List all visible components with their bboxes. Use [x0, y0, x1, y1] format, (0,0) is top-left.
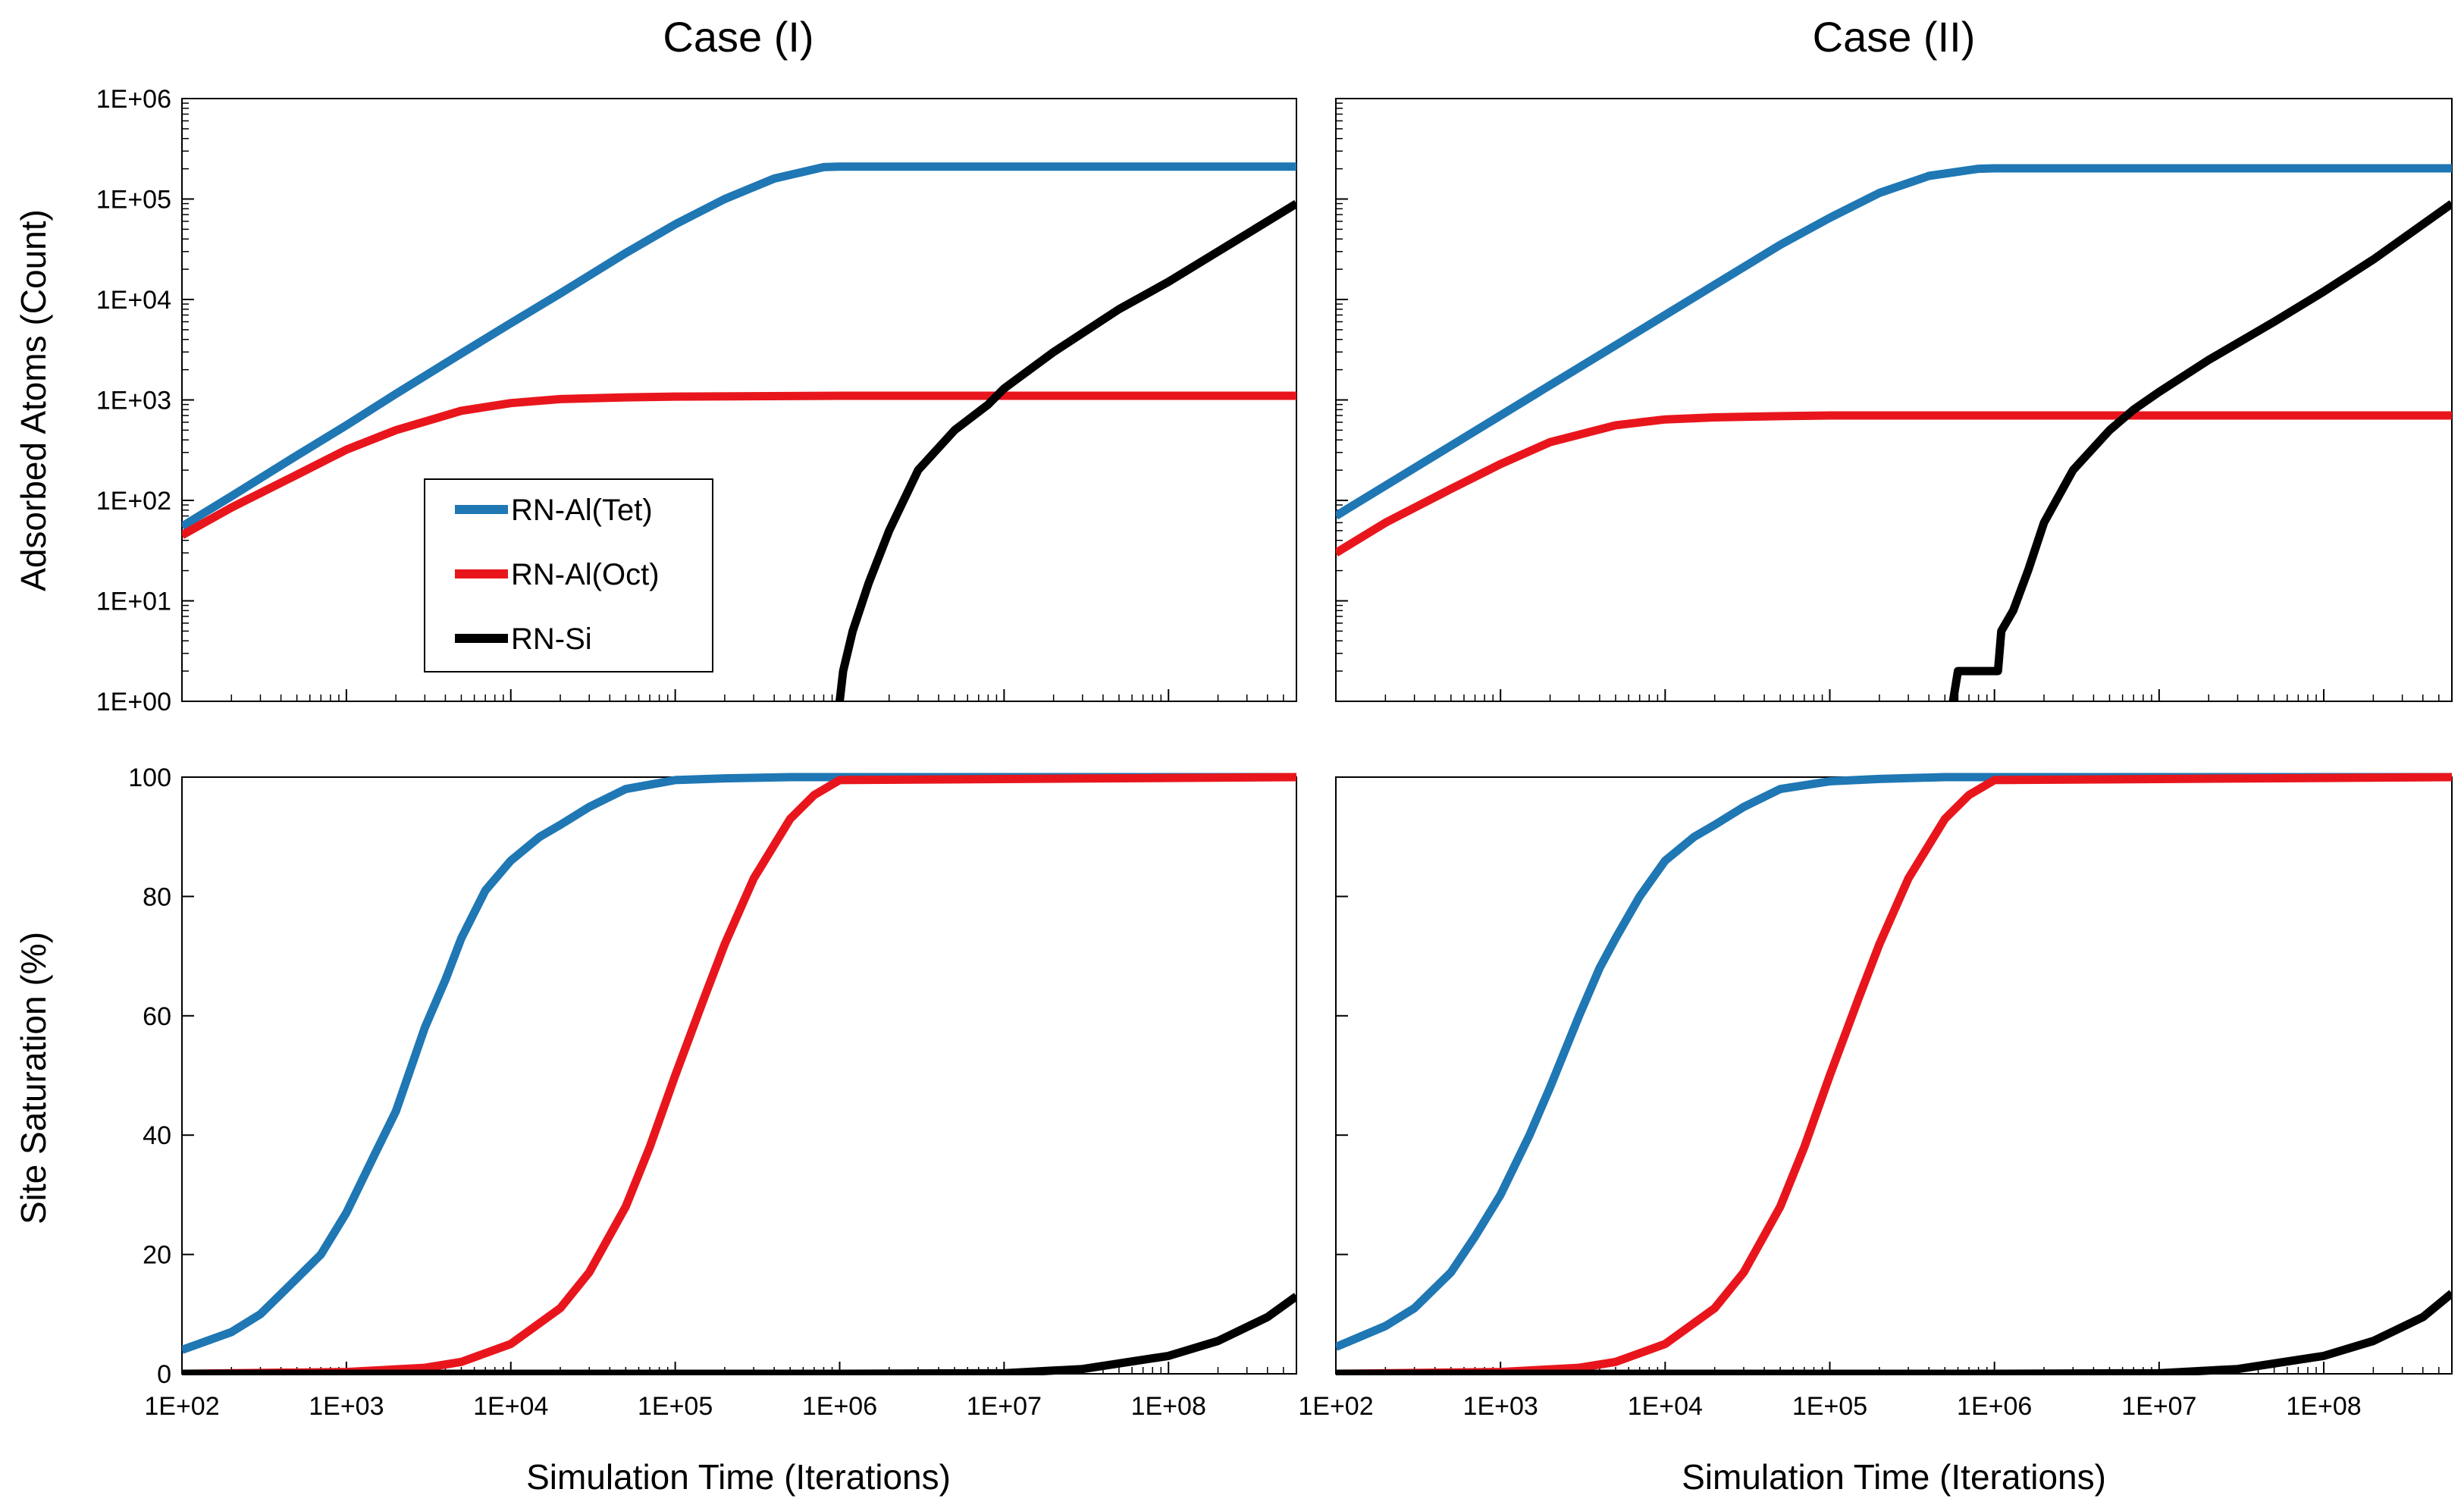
series-line-rn-si [835, 199, 1296, 702]
y-tick-label: 0 [157, 1360, 171, 1389]
legend-label-tet: RN-Al(Tet) [511, 494, 653, 527]
y-tick-label: 40 [143, 1121, 171, 1150]
bottom-y-axis-label: Site Saturation (%) [14, 932, 53, 1224]
plot-frame [181, 776, 1297, 1375]
series-line-rn-al-tet [182, 773, 1296, 1354]
y-tick-label: 1E+06 [96, 85, 171, 114]
legend: RN-Al(Tet) RN-Al(Oct) RN-Si [424, 478, 713, 672]
x-tick-label: 1E+02 [1298, 1392, 1373, 1421]
plot-frame [1335, 776, 2453, 1375]
title-case-1: Case (I) [663, 13, 813, 61]
x-tick-label: 1E+04 [1628, 1392, 1703, 1421]
panel-case2-saturation: 1E+02 1E+03 1E+04 1E+05 1E+06 1E+07 1E+08 [1298, 773, 2453, 1421]
panel-case2-counts [1335, 98, 2453, 702]
y-tick-label: 80 [143, 883, 171, 911]
y-tick-label: 1E+03 [96, 387, 171, 415]
panel-case1-saturation: 1E+02 1E+03 1E+04 1E+05 1E+06 1E+07 1E+08 0 20 40… [128, 763, 1297, 1421]
x-axis-label-left: Simulation Time (Iterations) [526, 1457, 951, 1497]
y-tick-label: 1E+02 [96, 487, 171, 516]
title-case-2: Case (II) [1813, 13, 1976, 61]
x-tick-label: 1E+06 [802, 1392, 877, 1421]
top-y-axis-label: Adsorbed Atoms (Count) [14, 209, 53, 591]
series-line-rn-si [182, 1293, 1296, 1375]
y-tick-label: 20 [143, 1241, 171, 1270]
series-line-rn-al-oct [182, 391, 1296, 539]
series-line-rn-al-tet [1336, 773, 2452, 1351]
y-tick-label: 1E+00 [96, 688, 171, 716]
x-tick-label: 1E+05 [1792, 1392, 1867, 1421]
series-line-rn-al-oct [182, 773, 1296, 1375]
legend-label-oct: RN-Al(Oct) [511, 558, 660, 591]
series-line-rn-si [1948, 200, 2452, 702]
y-tick-label: 60 [143, 1002, 171, 1031]
x-tick-label: 1E+03 [309, 1392, 384, 1421]
y-tick-label: 100 [128, 763, 171, 792]
x-axis-label-right: Simulation Time (Iterations) [1682, 1457, 2106, 1497]
y-tick-label: 1E+04 [96, 286, 171, 315]
x-tick-label: 1E+03 [1463, 1392, 1538, 1421]
series-line-rn-al-tet [182, 162, 1296, 531]
x-tick-label: 1E+07 [2121, 1392, 2196, 1421]
x-tick-label: 1E+08 [1131, 1392, 1206, 1421]
series-line-rn-al-oct [1336, 773, 2452, 1375]
series-line-rn-al-oct [1336, 411, 2452, 556]
x-tick-label: 1E+06 [1957, 1392, 2032, 1421]
x-tick-label: 1E+08 [2286, 1392, 2361, 1421]
panel-case1-counts: 1E+00 1E+01 1E+02 1E+03 1E+04 1E+05 1E+06 [96, 85, 1297, 716]
x-tick-label: 1E+05 [638, 1392, 713, 1421]
series-line-rn-si [1336, 1290, 2452, 1375]
x-tick-label: 1E+04 [473, 1392, 548, 1421]
series-line-rn-al-tet [1336, 164, 2452, 520]
legend-label-si: RN-Si [511, 622, 592, 656]
y-tick-label: 1E+05 [96, 186, 171, 215]
x-tick-label: 1E+07 [967, 1392, 1042, 1421]
x-tick-label: 1E+02 [144, 1392, 219, 1421]
y-tick-label: 1E+01 [96, 588, 171, 616]
